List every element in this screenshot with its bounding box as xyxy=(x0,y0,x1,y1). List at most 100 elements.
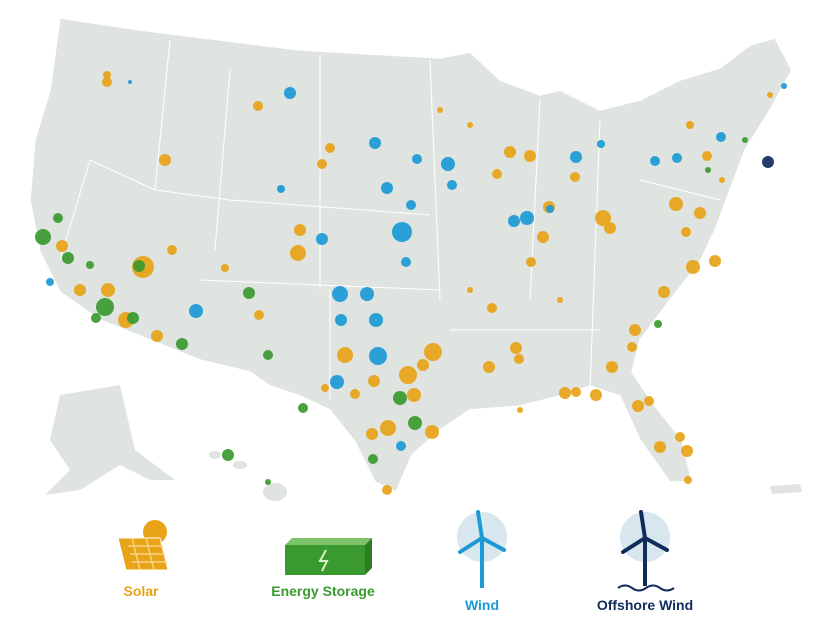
solar-icon xyxy=(117,520,169,571)
project-dot xyxy=(393,391,407,405)
project-dot xyxy=(675,432,685,442)
project-dot xyxy=(719,177,725,183)
project-dot xyxy=(321,384,329,392)
project-dot xyxy=(86,261,94,269)
project-dot xyxy=(265,479,271,485)
project-dot xyxy=(399,366,417,384)
project-dot xyxy=(382,485,392,495)
project-dot xyxy=(91,313,101,323)
project-dot xyxy=(401,257,411,267)
project-dot xyxy=(277,185,285,193)
project-dot xyxy=(46,278,54,286)
project-dot xyxy=(417,359,429,371)
project-dot xyxy=(537,231,549,243)
project-dot xyxy=(483,361,495,373)
project-dot xyxy=(103,71,111,79)
project-dot xyxy=(644,396,654,406)
project-dot xyxy=(524,150,536,162)
project-dots xyxy=(35,71,787,495)
project-dot xyxy=(337,347,353,363)
project-dot xyxy=(53,213,63,223)
offshore-wind-icon xyxy=(617,510,675,592)
project-dot xyxy=(762,156,774,168)
legend-label: Offshore Wind xyxy=(597,597,693,613)
alaska xyxy=(45,385,175,495)
project-dot xyxy=(654,320,662,328)
project-dot xyxy=(56,240,68,252)
project-dot xyxy=(742,137,748,143)
project-dot xyxy=(559,387,571,399)
project-dot xyxy=(366,428,378,440)
project-dot xyxy=(74,284,86,296)
project-dot xyxy=(102,77,112,87)
project-dot xyxy=(369,137,381,149)
project-dot xyxy=(127,312,139,324)
project-dot xyxy=(504,146,516,158)
project-dot xyxy=(571,387,581,397)
project-dot xyxy=(35,229,51,245)
project-dot xyxy=(629,324,641,336)
project-dot xyxy=(221,264,229,272)
project-dot xyxy=(520,211,534,225)
project-dot xyxy=(702,151,712,161)
project-dot xyxy=(62,252,74,264)
project-dot xyxy=(159,154,171,166)
project-dot xyxy=(128,80,132,84)
project-dot xyxy=(492,169,502,179)
project-dot xyxy=(526,257,536,267)
project-dot xyxy=(467,122,473,128)
hawaii xyxy=(209,451,287,501)
project-dot xyxy=(222,449,234,461)
project-dot xyxy=(392,222,412,242)
project-dot xyxy=(437,107,443,113)
legend-label: Wind xyxy=(465,597,499,613)
project-dot xyxy=(570,151,582,163)
wind-icon xyxy=(457,510,507,588)
project-dot xyxy=(627,342,637,352)
project-dot xyxy=(590,389,602,401)
project-dot xyxy=(716,132,726,142)
project-dot xyxy=(514,354,524,364)
project-dot xyxy=(368,375,380,387)
project-dot xyxy=(658,286,670,298)
project-dot xyxy=(767,92,773,98)
project-dot xyxy=(317,159,327,169)
project-dot xyxy=(672,153,682,163)
project-dot xyxy=(632,400,644,412)
project-dot xyxy=(546,205,554,213)
project-dot xyxy=(263,350,273,360)
project-dot xyxy=(606,361,618,373)
project-dot xyxy=(151,330,163,342)
project-dot xyxy=(705,167,711,173)
project-dot xyxy=(360,287,374,301)
project-dot xyxy=(330,375,344,389)
legend-label: Solar xyxy=(123,583,159,599)
project-dot xyxy=(508,215,520,227)
project-dot xyxy=(167,245,177,255)
project-dot xyxy=(290,245,306,261)
project-dot xyxy=(407,388,421,402)
project-dot xyxy=(510,342,522,354)
project-dot xyxy=(298,403,308,413)
project-dot xyxy=(447,180,457,190)
project-dot xyxy=(294,224,306,236)
project-dot xyxy=(570,172,580,182)
project-dot xyxy=(254,310,264,320)
project-dot xyxy=(681,227,691,237)
project-dot xyxy=(709,255,721,267)
project-dot xyxy=(604,222,616,234)
project-dot xyxy=(412,154,422,164)
project-dot xyxy=(694,207,706,219)
project-dot xyxy=(369,347,387,365)
puerto-rico xyxy=(770,484,802,494)
project-dot xyxy=(133,260,145,272)
project-dot xyxy=(253,101,263,111)
project-dot xyxy=(325,143,335,153)
project-dot xyxy=(595,210,611,226)
project-dot xyxy=(380,420,396,436)
project-dot xyxy=(684,476,692,484)
legend: Solar Energy Storage Wind Offshore Wind xyxy=(117,510,693,613)
project-dot xyxy=(381,182,393,194)
project-dot xyxy=(396,441,406,451)
